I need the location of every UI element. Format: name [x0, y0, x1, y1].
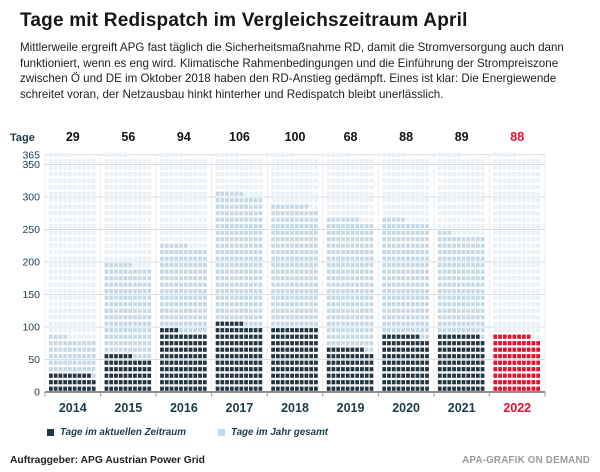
waffle-column-2020 — [382, 152, 429, 391]
header-value: 94 — [177, 130, 191, 144]
y-tick-label: 250 — [22, 224, 40, 236]
waffle-column-2021 — [437, 152, 485, 391]
x-tick-label: 2019 — [337, 401, 365, 415]
y-tick-label: 150 — [22, 289, 40, 301]
x-tick-label: 2022 — [503, 401, 531, 415]
header-value: 89 — [455, 130, 469, 144]
x-axis-labels: 2014 2015 2016 2017 2018 2019 2020 2021 2022 — [59, 401, 531, 415]
header-value: 88 — [510, 130, 524, 144]
y-tick-label: 0 — [34, 387, 40, 399]
footer: Auftraggeber: APG Austrian Power Grid AP… — [10, 455, 590, 466]
legend-item-year-total: Tage im Jahr gesamt — [217, 427, 329, 438]
header-values: 29 56 94 106 100 68 88 89 88 — [66, 130, 524, 144]
header-value: 100 — [285, 130, 306, 144]
y-tick-label: 300 — [22, 192, 40, 204]
header-value: 106 — [229, 130, 250, 144]
x-tick-label: 2017 — [226, 401, 254, 415]
y-tick-label: 50 — [28, 354, 40, 366]
footer-client: Auftraggeber: APG Austrian Power Grid — [10, 455, 205, 466]
y-tick-label: 365 — [22, 149, 40, 161]
x-tick-label: 2015 — [114, 401, 142, 415]
footer-credit: APA-GRAFIK ON DEMAND — [462, 455, 590, 466]
waffle-column-2017 — [215, 152, 263, 391]
gridlines — [45, 154, 545, 360]
waffle-column-2022 — [493, 152, 540, 391]
x-tick-label: 2016 — [170, 401, 198, 415]
header-value: 29 — [66, 130, 80, 144]
x-tick-label: 2018 — [281, 401, 309, 415]
page-title: Tage mit Redispatch im Vergleichszeitrau… — [20, 10, 468, 31]
waffle-column-2016 — [160, 152, 207, 391]
x-axis-ticks — [44, 392, 546, 397]
y-axis-title: Tage — [10, 132, 35, 144]
header-value: 88 — [399, 130, 413, 144]
y-tick-label: 100 — [22, 322, 40, 334]
legend-item-period: Tage im aktuellen Zeitraum — [47, 427, 186, 438]
waffle-column-2015 — [104, 152, 152, 391]
y-tick-label: 200 — [22, 257, 40, 269]
waffle-column-2018 — [271, 152, 318, 391]
waffle-column-2014 — [49, 152, 96, 391]
legend-swatch-year-total-icon — [217, 429, 225, 436]
legend-label-period: Tage im aktuellen Zeitraum — [60, 427, 186, 438]
legend-label-year-total: Tage im Jahr gesamt — [230, 427, 329, 438]
chart-legend: Tage im aktuellen Zeitraum Tage im Jahr … — [47, 427, 328, 438]
legend-swatch-period-icon — [47, 429, 54, 436]
intro-paragraph: Mittlerweile ergreift APG fast täglich d… — [20, 41, 564, 101]
waffle-column-2019 — [326, 152, 374, 391]
x-tick-label: 2014 — [59, 401, 87, 415]
x-tick-label: 2020 — [392, 401, 420, 415]
header-value: 68 — [344, 130, 358, 144]
y-tick-label: 350 — [22, 159, 40, 171]
header-value: 56 — [121, 130, 135, 144]
x-tick-label: 2021 — [448, 401, 476, 415]
column-separator-lines — [44, 154, 546, 392]
